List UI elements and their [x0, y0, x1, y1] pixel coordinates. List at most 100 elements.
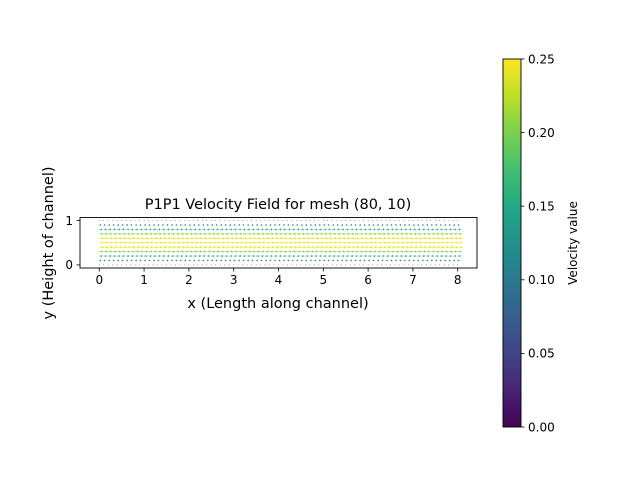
velocity-arrow — [448, 245, 454, 249]
velocity-arrow — [170, 241, 176, 245]
velocity-arrow — [148, 241, 154, 245]
velocity-arrow — [265, 254, 269, 258]
velocity-arrow — [282, 264, 284, 266]
velocity-arrow — [242, 259, 245, 262]
velocity-arrow — [260, 241, 266, 245]
velocity-arrow — [251, 241, 257, 245]
velocity-arrow — [193, 241, 199, 245]
velocity-arrow — [363, 264, 364, 266]
velocity-arrow — [332, 254, 336, 258]
velocity-arrow — [269, 228, 273, 231]
velocity-arrow — [273, 220, 275, 221]
velocity-arrow — [126, 250, 131, 253]
y-tick-label: 1 — [65, 214, 73, 228]
velocity-arrow — [412, 245, 418, 249]
velocity-arrow — [219, 264, 221, 266]
velocity-arrow — [314, 245, 320, 249]
velocity-arrow — [175, 223, 178, 227]
velocity-arrow — [157, 228, 161, 231]
velocity-arrow — [435, 259, 438, 262]
velocity-arrow — [372, 232, 377, 236]
velocity-arrow — [421, 245, 427, 249]
velocity-arrow — [238, 228, 242, 231]
velocity-arrow — [359, 223, 361, 227]
velocity-arrow — [220, 241, 226, 245]
velocity-arrow — [453, 232, 458, 236]
colorbar-ticks: 0.00 0.05 0.10 0.15 0.20 0.25 — [521, 52, 555, 434]
velocity-arrow — [386, 245, 391, 249]
velocity-arrow — [184, 245, 190, 249]
velocity-arrow — [188, 223, 191, 227]
velocity-arrow — [336, 250, 341, 253]
velocity-arrow — [296, 228, 300, 231]
x-axis-ticks: 0 1 2 3 4 5 6 7 8 — [95, 268, 462, 287]
velocity-arrow — [367, 220, 369, 221]
velocity-arrow — [390, 220, 391, 221]
quiver-arrows — [98, 220, 463, 266]
velocity-arrow — [291, 220, 293, 221]
velocity-arrow — [327, 228, 331, 231]
velocity-arrow — [228, 220, 230, 221]
velocity-arrow — [206, 237, 212, 240]
velocity-arrow — [363, 245, 369, 249]
velocity-arrow — [278, 232, 283, 236]
velocity-arrow — [448, 223, 451, 227]
velocity-arrow — [126, 232, 131, 236]
velocity-arrow — [233, 259, 236, 262]
velocity-arrow — [408, 259, 411, 262]
velocity-arrow — [161, 250, 167, 253]
velocity-arrow — [103, 232, 108, 236]
velocity-arrow — [242, 241, 248, 245]
velocity-arrow — [287, 254, 291, 258]
velocity-arrow — [108, 223, 111, 227]
velocity-arrow — [148, 264, 149, 266]
velocity-arrow — [439, 228, 444, 231]
colorbar-tick-label: 0.25 — [528, 52, 555, 66]
velocity-arrow — [399, 254, 403, 258]
velocity-arrow — [282, 232, 288, 236]
velocity-arrow — [130, 223, 133, 227]
velocity-arrow — [170, 245, 176, 249]
velocity-arrow — [309, 223, 312, 227]
velocity-arrow — [282, 245, 288, 249]
velocity-arrow — [300, 232, 306, 236]
velocity-arrow — [148, 254, 152, 258]
velocity-arrow — [229, 228, 233, 231]
velocity-arrow — [121, 220, 123, 221]
velocity-arrow — [274, 245, 279, 249]
velocity-arrow — [372, 259, 375, 262]
velocity-arrow — [228, 264, 230, 266]
velocity-arrow — [269, 241, 275, 245]
velocity-arrow — [265, 259, 267, 262]
velocity-arrow — [363, 237, 369, 240]
velocity-arrow — [157, 241, 163, 245]
velocity-arrow — [386, 223, 388, 227]
velocity-arrow — [435, 223, 438, 227]
velocity-arrow — [305, 254, 309, 258]
velocity-arrow — [421, 250, 427, 253]
velocity-arrow — [327, 223, 330, 227]
velocity-arrow — [134, 264, 136, 266]
velocity-arrow — [417, 264, 418, 266]
velocity-arrow — [332, 237, 338, 240]
velocity-arrow — [363, 254, 367, 258]
velocity-arrow — [215, 245, 221, 249]
velocity-arrow — [368, 250, 373, 253]
velocity-arrow — [269, 237, 275, 240]
velocity-arrow — [287, 259, 290, 262]
velocity-arrow — [211, 237, 217, 240]
velocity-arrow — [457, 250, 462, 253]
velocity-arrow — [305, 245, 311, 249]
velocity-arrow — [112, 237, 118, 240]
velocity-arrow — [175, 241, 181, 245]
velocity-arrow — [220, 232, 225, 236]
velocity-arrow — [202, 241, 208, 245]
velocity-arrow — [377, 254, 381, 258]
velocity-arrow — [327, 264, 329, 266]
velocity-arrow — [417, 220, 418, 221]
velocity-arrow — [452, 264, 454, 266]
velocity-arrow — [336, 237, 342, 240]
velocity-arrow — [417, 250, 422, 253]
velocity-arrow — [386, 228, 390, 231]
velocity-arrow — [161, 259, 164, 262]
